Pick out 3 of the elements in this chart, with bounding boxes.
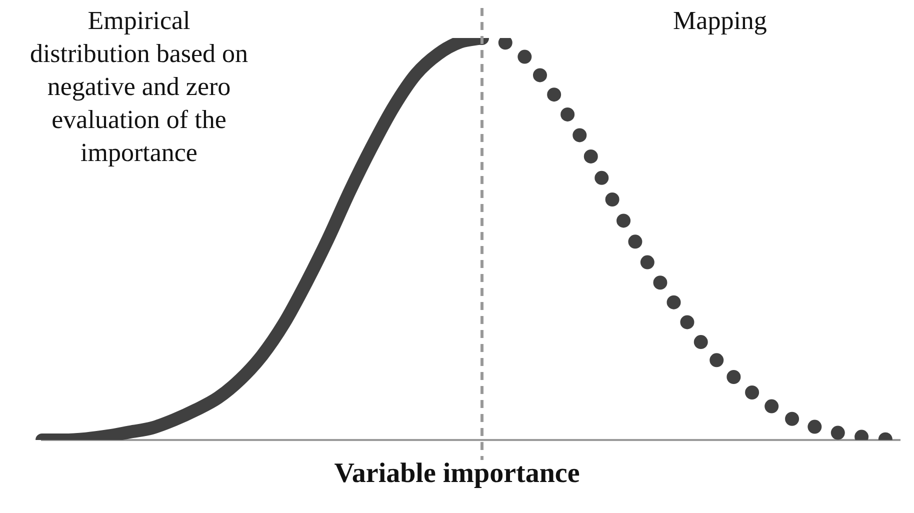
x-axis-title: Variable importance xyxy=(333,458,581,490)
text: Mapping xyxy=(672,5,768,37)
annotation: Empirical distribution based on negative and zero evaluation of the importance xyxy=(28,5,250,169)
